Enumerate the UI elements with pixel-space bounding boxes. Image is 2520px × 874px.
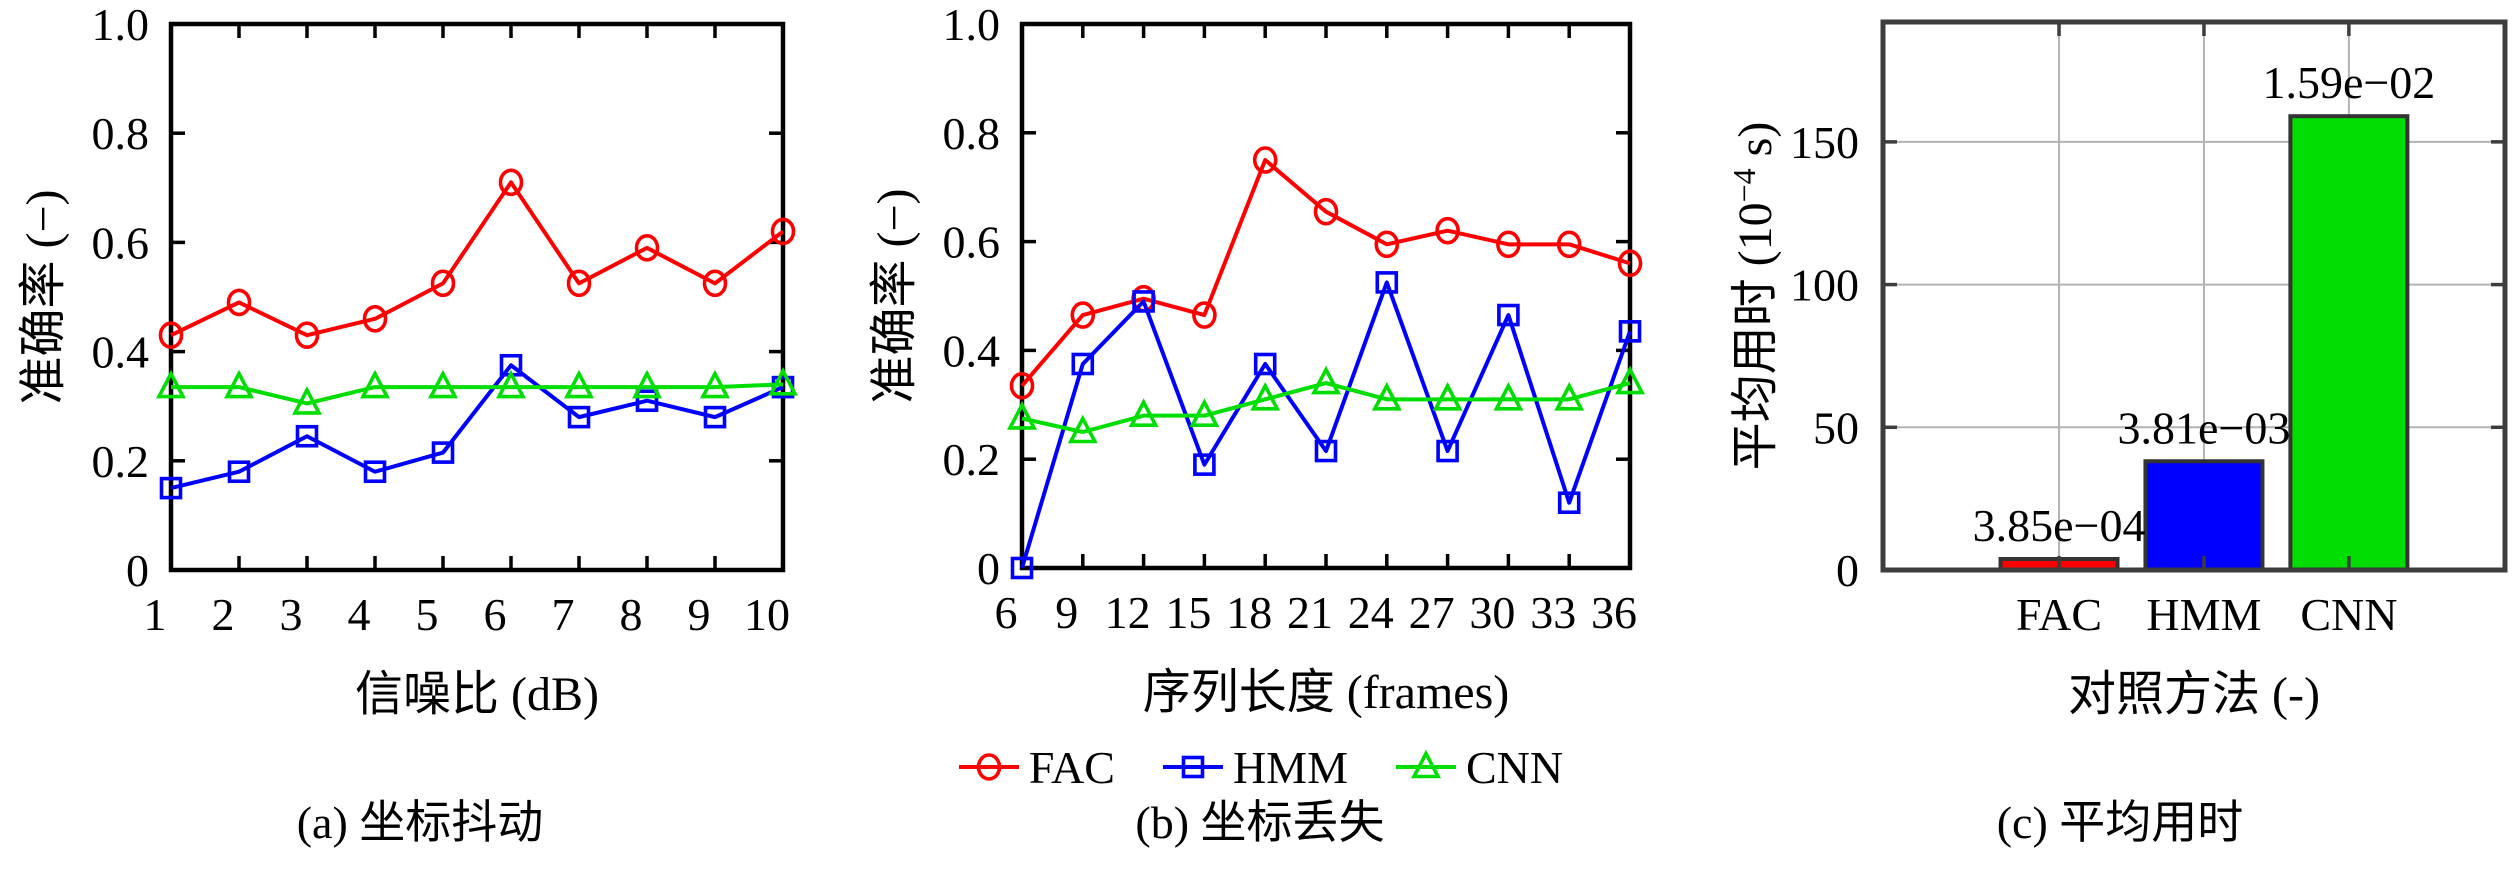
svg-text:对照方法 (-): 对照方法 (-) bbox=[2068, 668, 2320, 721]
svg-text:33: 33 bbox=[1530, 587, 1576, 638]
hmm-square-marker-icon bbox=[1162, 755, 1223, 779]
svg-text:1.59e−02: 1.59e−02 bbox=[2262, 57, 2435, 108]
svg-text:21: 21 bbox=[1287, 587, 1333, 638]
caption-c: (c) 平均用时 bbox=[1996, 797, 2244, 848]
svg-text:15: 15 bbox=[1165, 587, 1211, 638]
chart-a-accuracy-vs-snr: 1 2 3 4 5 6 7 8 9 10 0 0.2 0.4 0.6 0.8 1.0 信噪比 (dB) 准确率 (… bbox=[17, 0, 798, 721]
svg-text:3: 3 bbox=[280, 589, 303, 640]
svg-text:准确率 (−): 准确率 (−) bbox=[868, 188, 921, 403]
svg-text:1: 1 bbox=[144, 589, 167, 640]
svg-text:1.0: 1.0 bbox=[92, 0, 150, 50]
chart-c-average-time-bars: 3.85e−04 3.81e−03 1.59e−02 0 50 100 150 FAC HMM C… bbox=[1726, 19, 2508, 721]
svg-text:HMM: HMM bbox=[2146, 589, 2261, 640]
svg-text:9: 9 bbox=[688, 589, 711, 640]
legend-item-cnn: CNN bbox=[1394, 741, 1563, 794]
cnn-triangle-marker-icon bbox=[1395, 749, 1456, 779]
caption-a: (a) 坐标抖动 bbox=[296, 797, 544, 848]
svg-text:10: 10 bbox=[744, 589, 790, 640]
legend: FAC HMM CNN bbox=[840, 738, 1680, 796]
svg-text:2: 2 bbox=[212, 589, 235, 640]
svg-text:平均用时 (10−4 s): 平均用时 (10−4 s) bbox=[1726, 122, 1782, 471]
svg-text:0: 0 bbox=[977, 543, 1000, 594]
svg-text:0.8: 0.8 bbox=[943, 108, 1001, 159]
legend-label-hmm: HMM bbox=[1232, 741, 1348, 793]
svg-text:150: 150 bbox=[1790, 117, 1859, 168]
svg-text:8: 8 bbox=[620, 589, 643, 640]
legend-label-fac: FAC bbox=[1028, 741, 1115, 793]
svg-text:12: 12 bbox=[1105, 587, 1151, 638]
svg-text:CNN: CNN bbox=[2300, 589, 2397, 640]
svg-text:0: 0 bbox=[1836, 545, 1859, 596]
svg-text:序列长度 (frames): 序列长度 (frames) bbox=[1143, 666, 1510, 719]
svg-text:准确率 (−): 准确率 (−) bbox=[17, 189, 70, 404]
fac-circle-marker-icon bbox=[958, 753, 1019, 781]
svg-text:36: 36 bbox=[1591, 587, 1637, 638]
svg-text:6: 6 bbox=[995, 587, 1018, 638]
legend-label-cnn: CNN bbox=[1465, 741, 1564, 793]
legend-item-fac: FAC bbox=[957, 741, 1115, 794]
svg-text:27: 27 bbox=[1409, 587, 1455, 638]
svg-text:0.4: 0.4 bbox=[943, 325, 1001, 376]
svg-text:0.6: 0.6 bbox=[92, 217, 150, 268]
svg-text:5: 5 bbox=[416, 589, 439, 640]
svg-text:0.2: 0.2 bbox=[943, 434, 1001, 485]
svg-text:6: 6 bbox=[484, 589, 507, 640]
svg-text:50: 50 bbox=[1813, 402, 1859, 453]
svg-text:1.0: 1.0 bbox=[943, 0, 1001, 50]
svg-text:3.85e−04: 3.85e−04 bbox=[1973, 500, 2146, 551]
svg-text:9: 9 bbox=[1055, 587, 1078, 638]
svg-text:0: 0 bbox=[126, 545, 149, 596]
chart-b-accuracy-vs-sequence-length: 6 9 12 15 18 21 24 27 30 33 36 0 0.2 0.4 0.6 0.8 1.0 序列长度… bbox=[868, 0, 1645, 719]
svg-text:FAC: FAC bbox=[2016, 589, 2102, 640]
svg-text:4: 4 bbox=[348, 589, 371, 640]
svg-text:24: 24 bbox=[1348, 587, 1394, 638]
svg-text:7: 7 bbox=[552, 589, 575, 640]
svg-text:30: 30 bbox=[1469, 587, 1515, 638]
svg-text:信噪比 (dB): 信噪比 (dB) bbox=[355, 668, 599, 721]
svg-text:100: 100 bbox=[1790, 260, 1859, 311]
svg-text:0.2: 0.2 bbox=[92, 436, 150, 487]
caption-b: (b) 坐标丢失 bbox=[1135, 797, 1385, 848]
svg-text:0.4: 0.4 bbox=[92, 327, 150, 378]
svg-text:0.8: 0.8 bbox=[92, 108, 150, 159]
svg-text:0.6: 0.6 bbox=[943, 217, 1001, 268]
svg-text:18: 18 bbox=[1226, 587, 1272, 638]
svg-text:3.81e−03: 3.81e−03 bbox=[2118, 402, 2291, 453]
legend-item-hmm: HMM bbox=[1161, 741, 1348, 794]
